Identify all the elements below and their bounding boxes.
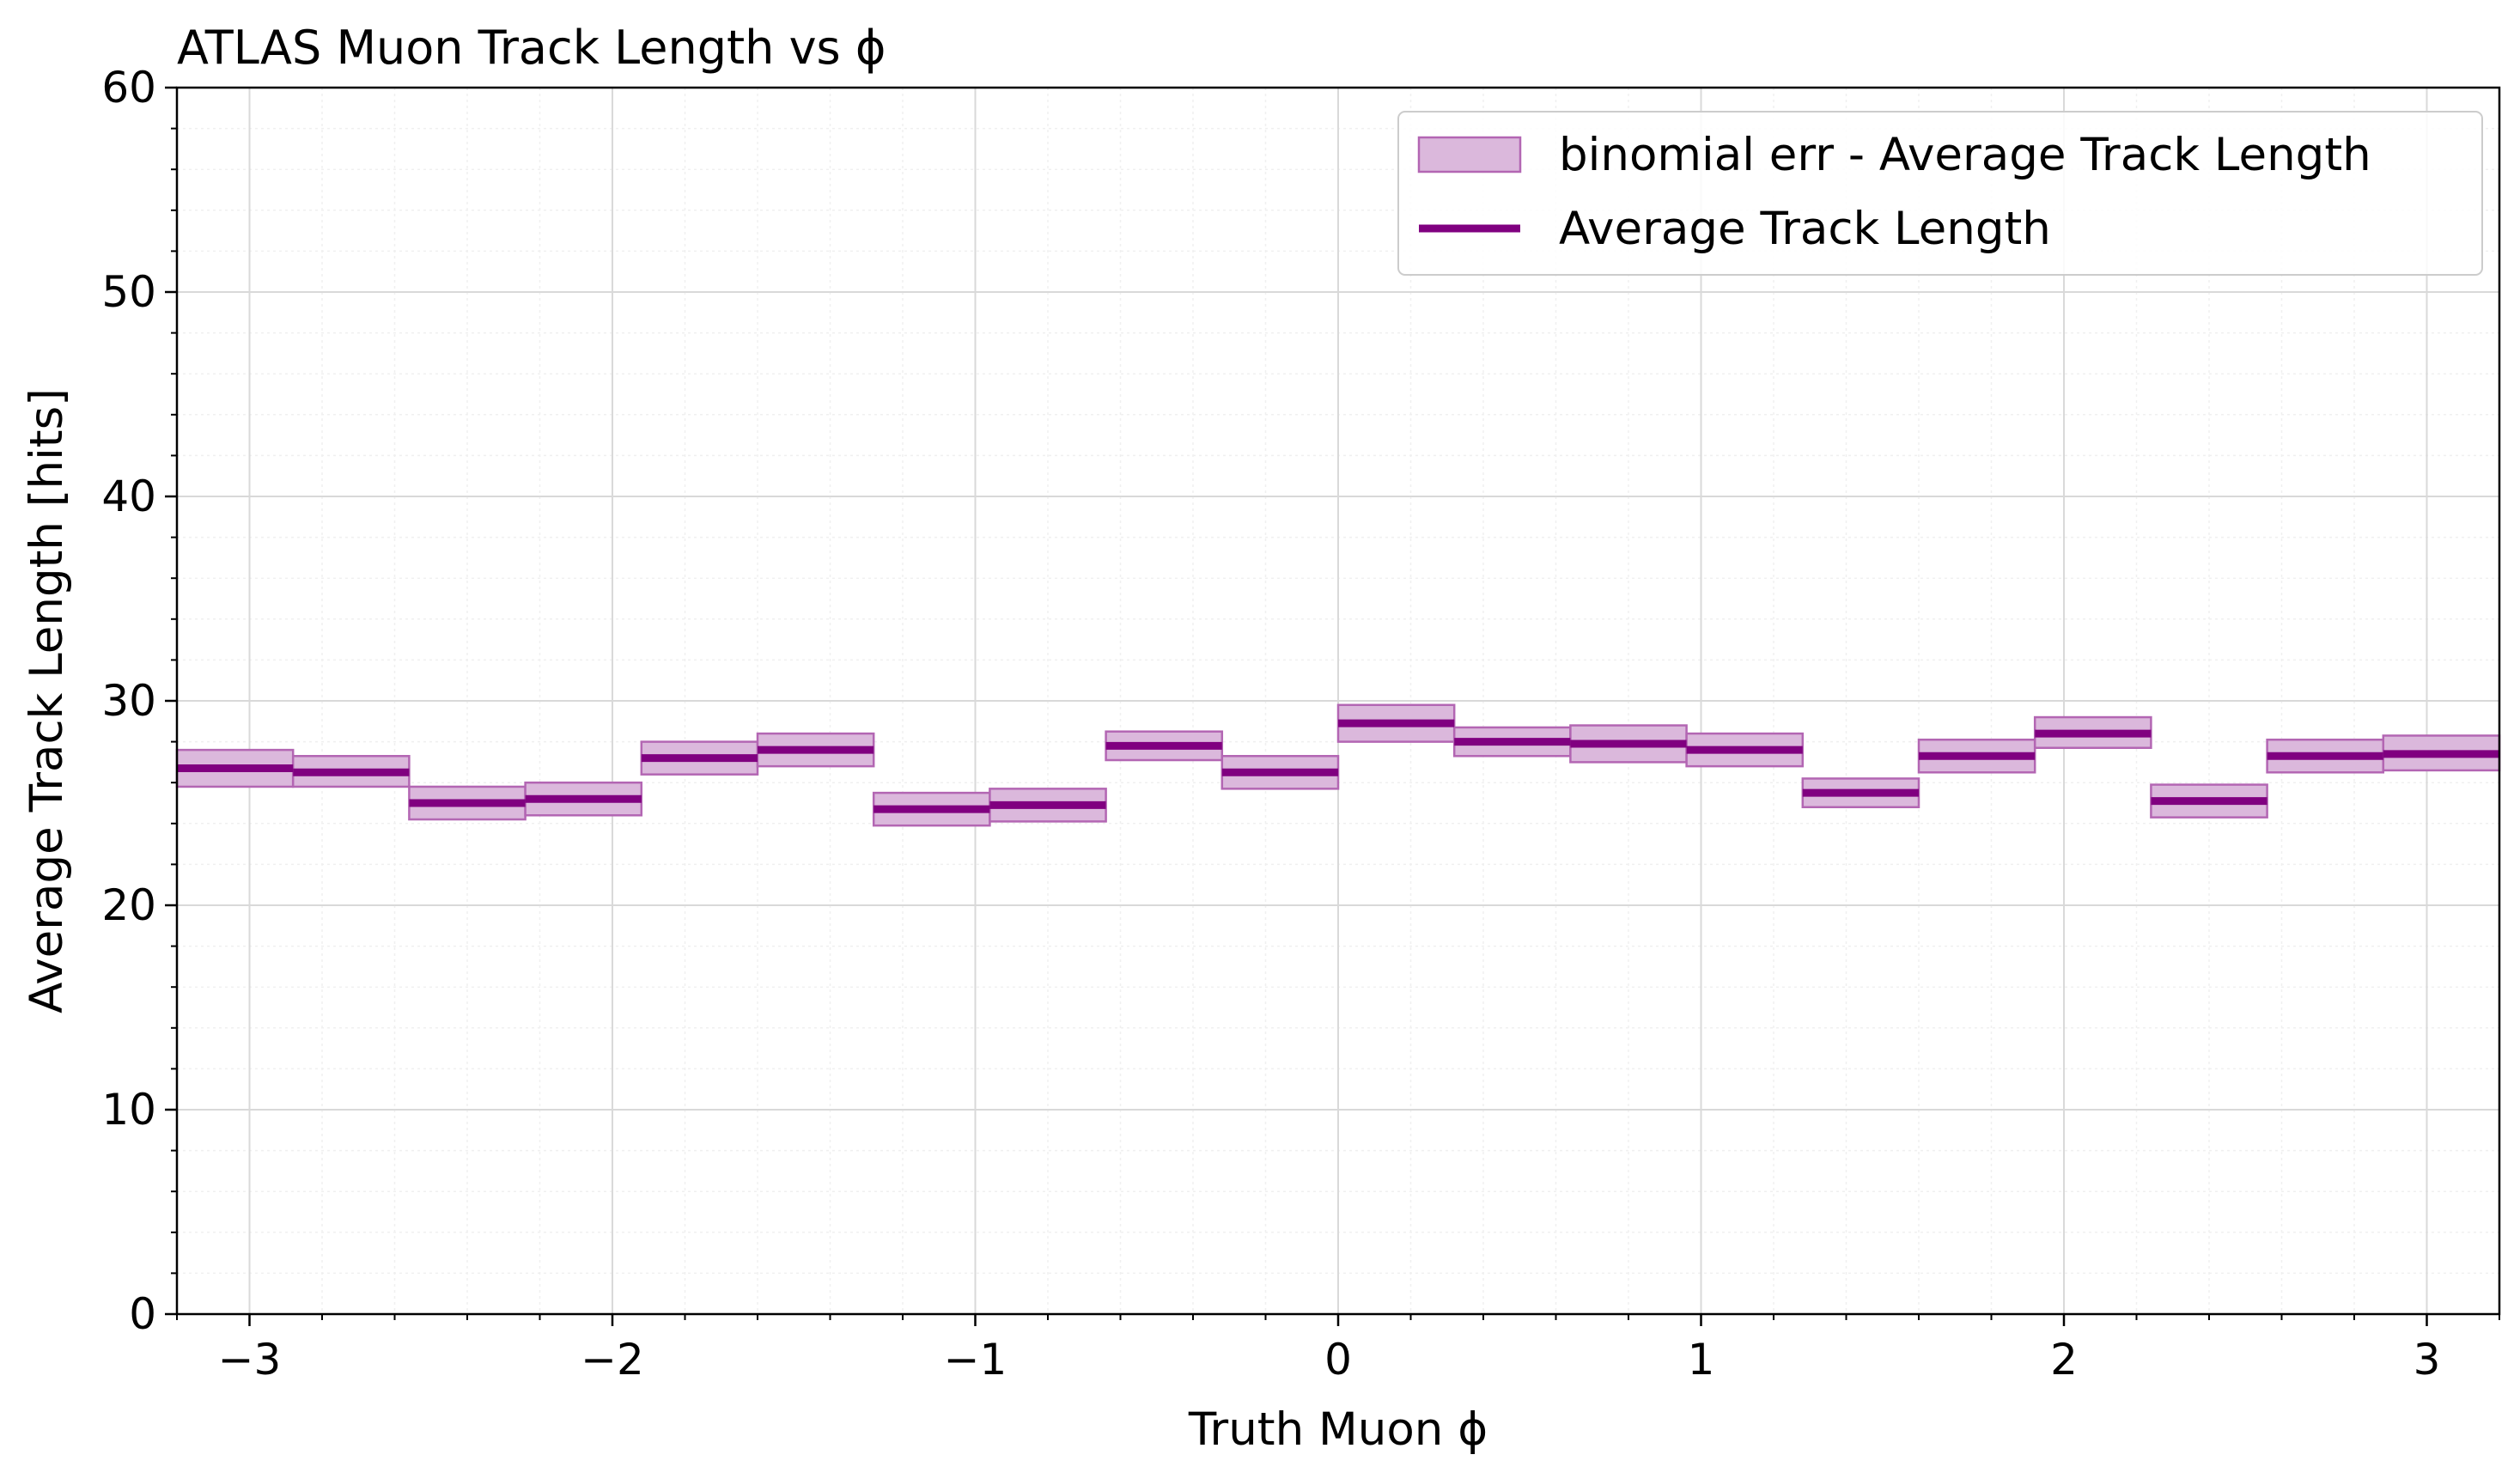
x-tick-label: −2 <box>581 1335 644 1385</box>
y-tick-label: 60 <box>101 63 156 113</box>
y-tick-label: 30 <box>101 676 156 726</box>
y-tick-label: 0 <box>129 1289 156 1339</box>
chart-title: ATLAS Muon Track Length vs ϕ <box>177 21 886 75</box>
x-tick-labels: −3 −2 −1 0 1 2 3 <box>218 1335 2441 1385</box>
y-tick-label: 50 <box>101 267 156 317</box>
x-tick-label: 2 <box>2050 1335 2078 1385</box>
y-axis-label: Average Track Length [hits] <box>21 388 73 1013</box>
legend-label-line: Average Track Length <box>1559 203 2051 255</box>
x-tick-label: 1 <box>1688 1335 1715 1385</box>
x-tick-label: 3 <box>2413 1335 2441 1385</box>
series-lines <box>177 719 2499 813</box>
y-tick-label: 10 <box>101 1085 156 1135</box>
y-tick-labels: 0 10 20 30 40 50 60 <box>101 63 156 1339</box>
legend: binomial err - Average Track Length Aver… <box>1397 111 2483 276</box>
y-tick-label: 20 <box>101 880 156 930</box>
x-axis-label: Truth Muon ϕ <box>1188 1403 1488 1456</box>
legend-label-band: binomial err - Average Track Length <box>1559 129 2371 181</box>
legend-box <box>1397 111 2483 276</box>
x-tick-label: −1 <box>944 1335 1007 1385</box>
x-tick-label: −3 <box>218 1335 282 1385</box>
legend-band-swatch <box>1417 136 1522 173</box>
x-tick-label: 0 <box>1324 1335 1352 1385</box>
axis-ticks <box>165 86 2500 1326</box>
y-tick-label: 40 <box>101 472 156 521</box>
